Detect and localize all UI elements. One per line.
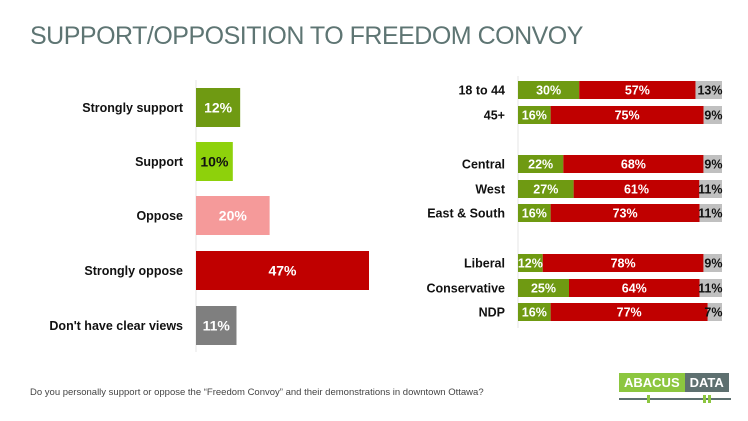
segment-value-don-t-have-clear-views-liberal: 9%	[704, 257, 722, 271]
category-label-strongly-oppose: Strongly oppose	[84, 264, 183, 278]
segment-value-oppose-18-to-44: 57%	[625, 84, 650, 98]
bar-strongly-oppose	[196, 251, 369, 290]
category-label-strongly-support: Strongly support	[82, 101, 184, 115]
segment-don-t-have-clear-views-ndp	[707, 303, 722, 321]
segment-value-don-t-have-clear-views-east-south: 11%	[698, 207, 722, 221]
bar-value-oppose: 20%	[219, 208, 248, 224]
category-label-don-t-have-clear-views: Don't have clear views	[49, 319, 183, 333]
segment-value-support-conservative: 25%	[531, 282, 556, 296]
bar-value-don-t-have-clear-views: 11%	[203, 318, 231, 334]
row-label-west: West	[475, 183, 505, 197]
segment-support-ndp	[518, 303, 551, 321]
chart-title: SUPPORT/OPPOSITION TO FREEDOM CONVOY	[30, 22, 583, 50]
segment-value-don-t-have-clear-views-west: 11%	[698, 183, 722, 197]
logo-data-text: DATA	[684, 373, 729, 392]
bar-value-support: 10%	[200, 154, 229, 170]
row-label-18-to-44: 18 to 44	[458, 84, 505, 98]
segment-oppose-liberal	[542, 254, 704, 272]
row-label-ndp: NDP	[479, 306, 505, 320]
segment-support-conservative	[518, 279, 569, 297]
bar-value-strongly-oppose: 47%	[268, 263, 297, 279]
segment-value-support-liberal: 12%	[518, 257, 543, 271]
segment-value-support-central: 22%	[528, 158, 553, 172]
segment-support-west	[518, 180, 574, 198]
row-label-conservative: Conservative	[426, 282, 505, 296]
segment-oppose-west	[573, 180, 700, 198]
bar-strongly-support	[196, 88, 241, 127]
segment-value-support-45: 16%	[522, 109, 547, 123]
segment-support-east-south	[518, 204, 551, 222]
abacus-data-logo: ABACUS DATA	[619, 373, 731, 403]
segment-oppose-ndp	[550, 303, 708, 321]
segment-value-oppose-liberal: 78%	[611, 257, 636, 271]
segment-value-oppose-ndp: 77%	[617, 306, 642, 320]
logo-abacus-line-icon	[619, 395, 731, 403]
segment-don-t-have-clear-views-18-to-44	[695, 81, 722, 99]
row-label-central: Central	[462, 158, 505, 172]
category-label-support: Support	[135, 155, 184, 169]
segment-support-18-to-44	[518, 81, 580, 99]
segment-don-t-have-clear-views-west	[699, 180, 722, 198]
segment-value-oppose-central: 68%	[621, 158, 646, 172]
segment-value-support-east-south: 16%	[522, 207, 547, 221]
segment-value-don-t-have-clear-views-conservative: 11%	[698, 282, 722, 296]
segment-value-support-ndp: 16%	[522, 306, 547, 320]
segment-value-support-18-to-44: 30%	[536, 84, 561, 98]
segment-oppose-45	[550, 106, 704, 124]
segment-value-don-t-have-clear-views-18-to-44: 13%	[697, 84, 722, 98]
bar-oppose	[196, 196, 270, 235]
segment-don-t-have-clear-views-central	[703, 155, 722, 173]
bar-support	[196, 142, 233, 181]
bar-value-strongly-support: 12%	[204, 100, 233, 116]
segment-don-t-have-clear-views-east-south	[699, 204, 722, 222]
segment-value-oppose-45: 75%	[615, 109, 640, 123]
segment-oppose-central	[563, 155, 704, 173]
question-footnote: Do you personally support or oppose the …	[30, 387, 484, 398]
segment-value-don-t-have-clear-views-ndp: 7%	[704, 306, 722, 320]
segment-value-oppose-conservative: 64%	[622, 282, 647, 296]
segment-support-45	[518, 106, 551, 124]
demographic-stacked-chart: 18 to 44 30% 57% 13% 45+ 16% 75% 9% Central 22% 68…	[426, 81, 723, 321]
segment-value-support-west: 27%	[533, 183, 558, 197]
row-label-east-south: East & South	[427, 207, 505, 221]
row-label-liberal: Liberal	[464, 257, 505, 271]
segment-oppose-east-south	[550, 204, 700, 222]
segment-don-t-have-clear-views-conservative	[699, 279, 722, 297]
segment-support-central	[518, 155, 564, 173]
segment-don-t-have-clear-views-45	[703, 106, 722, 124]
segment-value-don-t-have-clear-views-central: 9%	[704, 158, 722, 172]
segment-value-don-t-have-clear-views-45: 9%	[704, 109, 722, 123]
row-label-45: 45+	[484, 109, 505, 123]
bar-don-t-have-clear-views	[196, 306, 237, 345]
category-label-oppose: Oppose	[136, 209, 183, 223]
segment-don-t-have-clear-views-liberal	[703, 254, 722, 272]
overall-bar-chart: Strongly support 12% Support 10% Oppose 20% St…	[49, 88, 369, 345]
logo-abacus-text: ABACUS	[619, 373, 685, 392]
segment-oppose-18-to-44	[579, 81, 696, 99]
segment-value-oppose-east-south: 73%	[613, 207, 638, 221]
segment-support-liberal	[518, 254, 543, 272]
segment-oppose-conservative	[569, 279, 700, 297]
segment-value-oppose-west: 61%	[624, 183, 649, 197]
